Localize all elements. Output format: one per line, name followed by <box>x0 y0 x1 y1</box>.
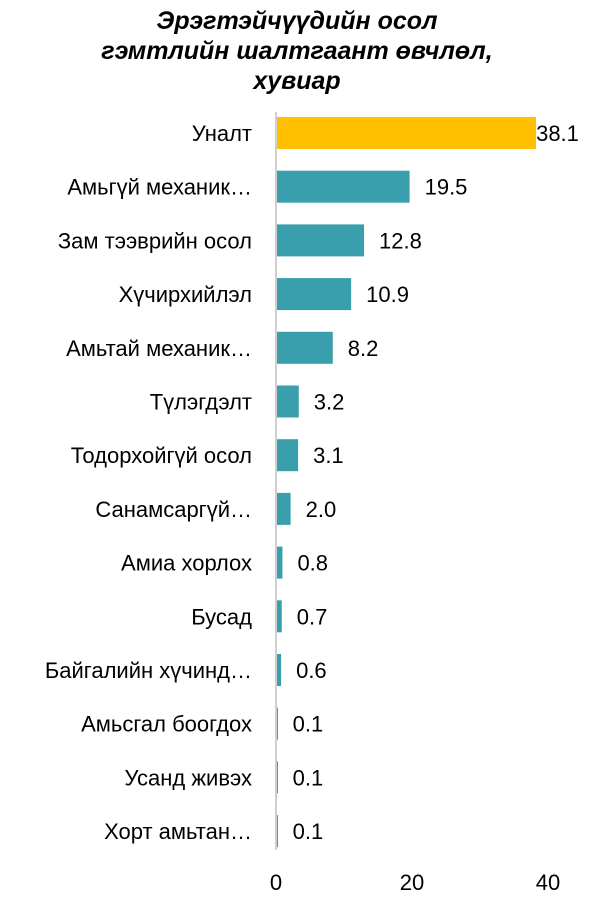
chart-title-line-3: хувиар <box>253 67 341 95</box>
bar <box>277 224 365 257</box>
value-label: 2.0 <box>306 497 337 522</box>
bar <box>277 761 278 794</box>
bar <box>277 654 282 686</box>
bar <box>277 385 299 418</box>
bars-layer <box>277 117 537 848</box>
category-label: Амьтай механик… <box>66 336 252 361</box>
value-label: 8.2 <box>348 336 379 361</box>
category-label: Хүчирхийлэл <box>119 282 252 307</box>
value-label: 0.1 <box>293 819 324 844</box>
value-label: 10.9 <box>366 282 409 307</box>
category-label: Усанд живэх <box>124 765 252 790</box>
bar <box>277 117 537 149</box>
category-label: Амиа хорлох <box>121 551 252 576</box>
axis-layer: 0 20 40 <box>270 112 560 895</box>
category-label: Амьсгал боогдох <box>81 712 252 737</box>
category-label: Санамсаргүй… <box>95 497 252 522</box>
x-tick-label: 0 <box>270 870 282 895</box>
category-label: Хорт амьтан… <box>104 819 252 844</box>
chart-title-line-2: гэмтлийн шалтгаант өвчлөл, <box>101 37 493 65</box>
category-label: Амьгүй механик… <box>67 175 252 200</box>
category-label: Байгалийн хүчинд… <box>45 658 252 683</box>
chart-title-line-1: Эрэгтэйчүүдийн осол <box>156 7 438 35</box>
category-label: Уналт <box>192 121 252 146</box>
value-label: 0.1 <box>293 765 324 790</box>
bar <box>277 331 333 364</box>
bar <box>277 600 282 633</box>
value-label: 0.8 <box>297 551 328 576</box>
bar <box>277 492 291 525</box>
value-label: 12.8 <box>379 228 422 253</box>
value-label: 0.7 <box>297 604 328 629</box>
value-label: 0.6 <box>296 658 327 683</box>
x-tick-label: 20 <box>400 870 424 895</box>
bar <box>277 546 283 579</box>
labels-layer: Уналт 38.1 Амьгүй механик… 19.5 Зам тээврийн… <box>45 121 579 844</box>
value-label: 19.5 <box>425 175 468 200</box>
bar <box>277 815 278 848</box>
value-label: 3.2 <box>314 390 345 415</box>
chart-title: Эрэгтэйчүүдийн осол гэмтлийн шалтгаант ө… <box>0 6 594 96</box>
category-label: Бусад <box>191 604 252 629</box>
bar <box>277 707 278 740</box>
bar <box>277 170 410 203</box>
value-label: 38.1 <box>536 121 579 146</box>
bar <box>277 439 299 472</box>
category-label: Зам тээврийн осол <box>58 228 252 253</box>
x-tick-label: 40 <box>536 870 560 895</box>
category-label: Түлэгдэлт <box>150 390 252 415</box>
value-label: 3.1 <box>313 443 344 468</box>
category-label: Тодорхойгүй осол <box>71 443 252 468</box>
bar <box>277 278 352 311</box>
value-label: 0.1 <box>293 712 324 737</box>
